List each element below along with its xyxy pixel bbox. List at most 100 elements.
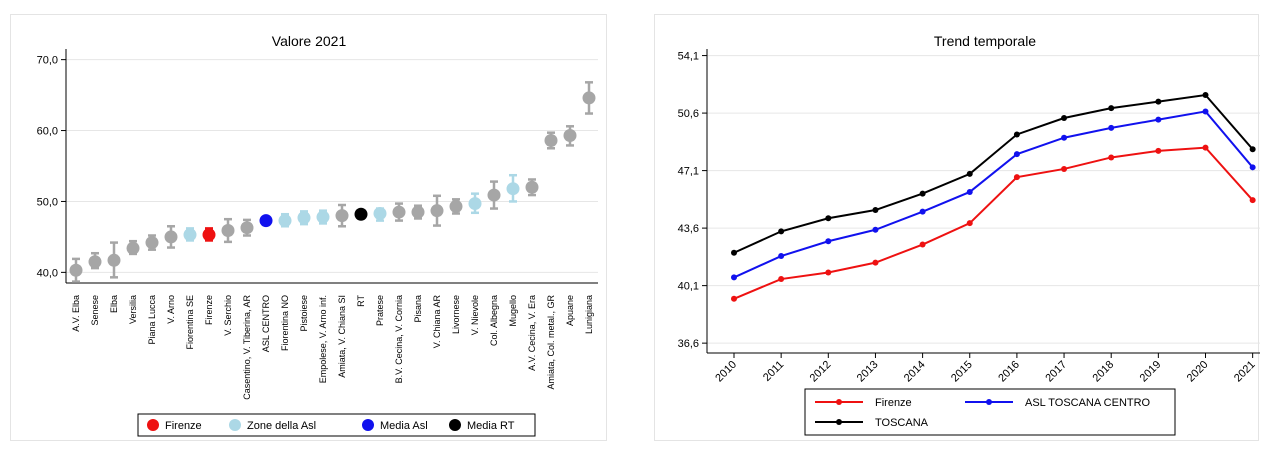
x-tick-label: 2015 [949, 359, 975, 385]
data-point [430, 204, 444, 218]
x-tick-label: Apuane [565, 295, 575, 326]
series-point [872, 207, 879, 214]
legend-marker [229, 419, 241, 431]
series-point [1013, 151, 1020, 158]
data-point [525, 180, 539, 194]
x-tick-label: A.V. Cecina, V. Era [527, 295, 537, 371]
x-tick-label: 2021 [1232, 359, 1258, 385]
x-tick-label: Lunigiana [584, 295, 594, 334]
series-point [731, 295, 737, 302]
data-point [183, 228, 197, 242]
data-point [354, 207, 368, 221]
series-point [1013, 131, 1020, 138]
series-point [778, 253, 785, 260]
line-chart-trend-temporale: Trend temporale 36,6 40,1 43,6 47,1 50,6 54,1 2… [678, 33, 1260, 436]
x-tick-label: 2020 [1185, 359, 1211, 385]
legend-label: ASL TOSCANA CENTRO [1025, 397, 1151, 409]
data-point [164, 230, 178, 244]
data-point [506, 182, 520, 196]
legend-box [804, 388, 1176, 436]
series-point [966, 220, 973, 227]
x-tick-label: Mugello [508, 295, 518, 327]
x-tick-label: V. Serchio [223, 295, 233, 336]
x-tick-label: B.V. Cecina, V. Cornia [394, 295, 404, 383]
series-point [872, 226, 879, 233]
data-point [335, 209, 349, 223]
y-tick-label: 50,0 [37, 196, 58, 208]
x-tick-label: Amiata, Col. metal., GR [546, 295, 556, 390]
series-point [1202, 144, 1209, 151]
series-point [1155, 98, 1162, 105]
y-tick-label: 54,1 [678, 51, 699, 63]
x-tick-label: 2018 [1091, 359, 1117, 385]
series-point [1249, 164, 1256, 171]
series-point [966, 170, 973, 177]
y-tick-label: 43,6 [678, 223, 699, 235]
legend-label: Firenze [165, 420, 202, 432]
y-tick-label: 40,1 [678, 281, 699, 293]
series-point [825, 238, 832, 245]
x-tick-label: 2012 [808, 359, 834, 385]
data-point [582, 91, 596, 105]
legend-label: TOSCANA [875, 417, 929, 429]
series-point [731, 274, 737, 281]
x-tick-label: Livornese [451, 295, 461, 334]
legend-label: Firenze [875, 397, 912, 409]
x-tick-label: ASL CENTRO [261, 295, 271, 352]
data-point [88, 255, 102, 269]
x-tick-label: Pisana [413, 295, 423, 323]
x-tick-label: Pratese [375, 295, 385, 326]
series-point [1108, 124, 1115, 131]
x-tick-label: 2019 [1138, 359, 1164, 385]
legend-label: Zone della Asl [247, 420, 316, 432]
legend-marker [449, 419, 461, 431]
series-point [1013, 174, 1020, 181]
x-tick-label: 2013 [855, 359, 881, 385]
series-point [825, 269, 832, 276]
x-tick-label: Senese [90, 295, 100, 326]
x-tick-label: A.V. Elba [71, 295, 81, 332]
data-point [259, 214, 273, 228]
series-point [1108, 154, 1115, 161]
x-tick-label: 2011 [761, 359, 786, 384]
series-point [919, 190, 926, 197]
legend-marker [836, 399, 842, 405]
x-tick-label: Pistoiese [299, 295, 309, 332]
data-point [487, 188, 501, 202]
x-tick-label: 2017 [1043, 359, 1069, 385]
x-tick-label: Fiorentina SE [185, 295, 195, 350]
left-chart-panel: Valore 2021 40,0 50,0 60,0 70,0 A.V. Elba Sene… [10, 14, 607, 441]
series-line [733, 93, 1254, 254]
data-point [373, 207, 387, 221]
series-point [778, 276, 785, 283]
series-point [1249, 197, 1256, 204]
series-point [919, 241, 926, 248]
data-point [278, 214, 292, 228]
legend: Firenze ASL TOSCANA CENTRO TOSCANA [804, 388, 1176, 436]
series-point [1061, 165, 1068, 172]
data-point [240, 221, 254, 235]
x-tick-label: Col. Albegna [489, 295, 499, 346]
series-line [733, 110, 1254, 279]
x-tick-label: Piana Lucca [147, 295, 157, 345]
data-point [392, 205, 406, 219]
data-point [221, 224, 235, 238]
y-tick-label: 60,0 [37, 126, 58, 138]
data-point [145, 236, 159, 250]
series-point [1202, 92, 1209, 99]
series-point [919, 208, 926, 215]
series-point [1155, 116, 1162, 123]
x-tick-label: Firenze [204, 295, 214, 325]
series-point [1061, 115, 1068, 122]
series-point [1061, 134, 1068, 141]
y-tick-label: 70,0 [37, 55, 58, 67]
y-tick-label: 40,0 [37, 267, 58, 279]
x-tick-label: V. Nievole [470, 295, 480, 335]
right-chart-panel: Trend temporale 36,6 40,1 43,6 47,1 50,6 54,1 2… [654, 14, 1260, 441]
y-tick-label: 47,1 [678, 166, 699, 178]
legend: Firenze Zone della Asl Media Asl Media RT [137, 413, 536, 437]
x-tick-label: 2016 [996, 359, 1022, 385]
legend-label: Media Asl [380, 420, 428, 432]
series-point [778, 228, 785, 235]
x-tick-label: Empolese, V. Arno inf. [318, 295, 328, 383]
